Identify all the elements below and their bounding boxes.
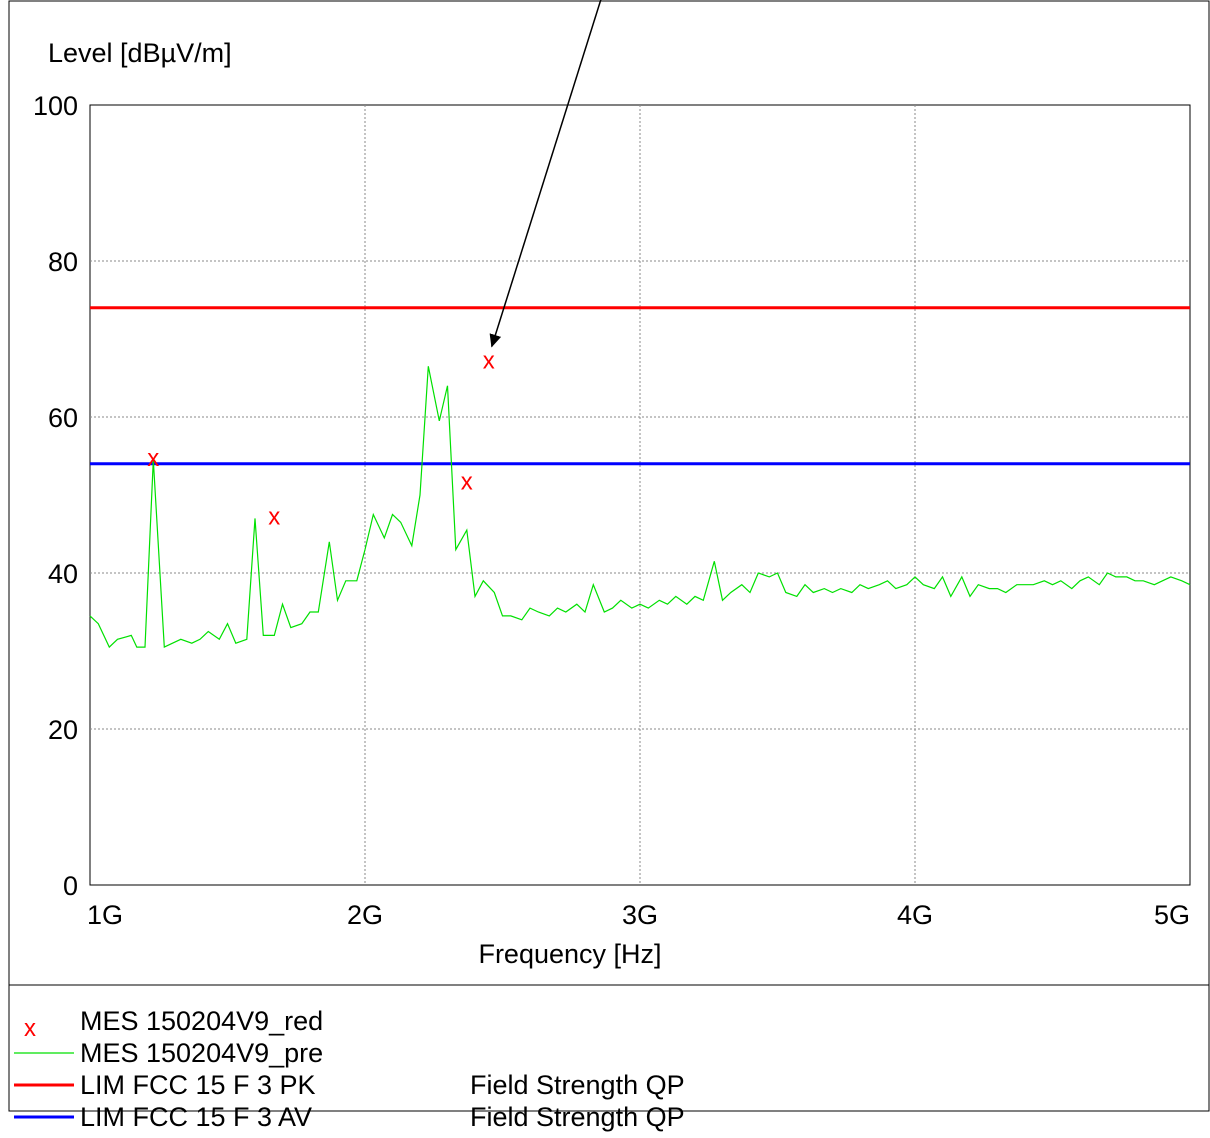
legend-note: Field Strength QP <box>470 1102 685 1132</box>
legend-label: LIM FCC 15 F 3 AV <box>80 1102 312 1132</box>
x-tick-label: 2G <box>347 900 383 930</box>
y-tick-label: 0 <box>63 871 78 901</box>
data-marker-x: x <box>461 468 473 495</box>
x-tick-label: 3G <box>622 900 658 930</box>
y-axis-title: Level [dBµV/m] <box>48 38 232 68</box>
y-tick-label: 20 <box>48 715 78 745</box>
y-tick-label: 40 <box>48 559 78 589</box>
legend-label: MES 150204V9_pre <box>80 1038 323 1068</box>
x-tick-label: 1G <box>87 900 123 930</box>
x-tick-label: 4G <box>897 900 933 930</box>
y-tick-labels: 0 20 40 60 80 100 <box>33 91 78 901</box>
x-tick-labels: 1G 2G 3G 4G 5G <box>87 900 1190 930</box>
y-tick-label: 80 <box>48 247 78 277</box>
legend-note: Field Strength QP <box>470 1070 685 1100</box>
annotation-arrow <box>489 0 602 348</box>
data-marker-x: x <box>268 504 280 531</box>
legend-label: MES 150204V9_red <box>80 1006 323 1036</box>
x-axis-title: Frequency [Hz] <box>478 939 661 969</box>
legend-label: LIM FCC 15 F 3 PK <box>80 1070 316 1100</box>
y-tick-label: 100 <box>33 91 78 121</box>
limit-lines <box>90 306 1190 466</box>
data-marker-x: x <box>147 445 159 472</box>
grid <box>90 105 1190 885</box>
legend-marker-x: x <box>24 1015 36 1042</box>
series-line-pre <box>89 366 1191 649</box>
measurement-markers: x x x x <box>147 348 495 531</box>
data-marker-x: x <box>483 348 495 375</box>
pre-scan-trace <box>89 366 1191 649</box>
y-tick-label: 60 <box>48 403 78 433</box>
outer-frame <box>8 0 1210 1112</box>
x-tick-label: 5G <box>1154 900 1190 930</box>
